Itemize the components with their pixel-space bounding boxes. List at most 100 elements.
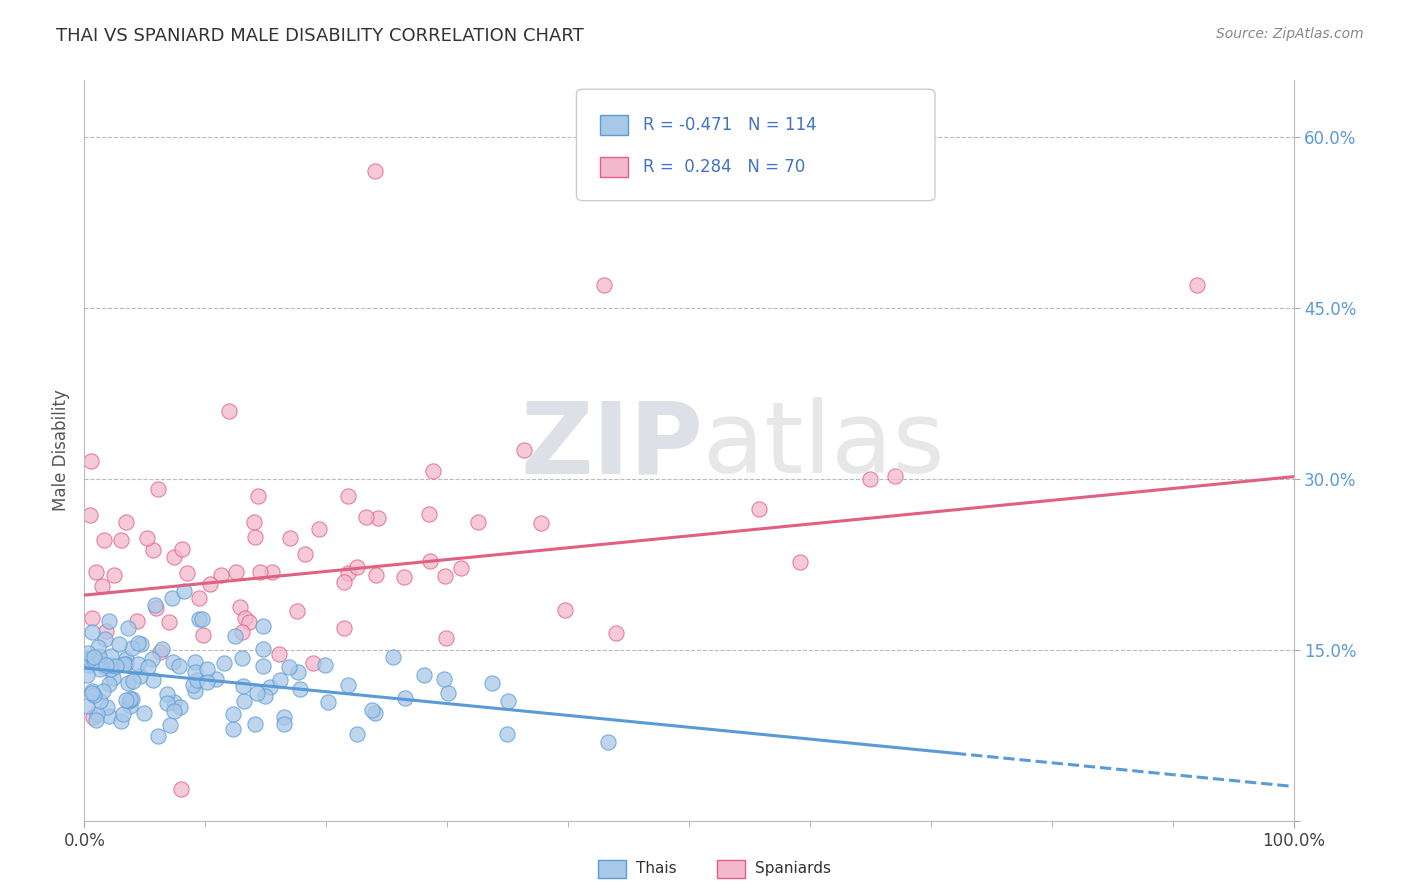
Point	[89, 649, 111, 664]
Point	[77, 658, 100, 673]
Point	[76, 699, 98, 714]
Point	[450, 560, 472, 574]
Point	[91, 684, 114, 698]
Point	[86, 706, 108, 721]
Point	[82, 625, 104, 640]
Point	[100, 657, 122, 672]
Point	[253, 689, 276, 703]
Point	[243, 717, 266, 731]
Point	[363, 164, 385, 178]
Point	[287, 665, 309, 680]
Point	[159, 717, 181, 731]
Point	[121, 640, 143, 655]
Point	[76, 668, 98, 682]
Point	[883, 469, 905, 483]
Point	[209, 567, 232, 582]
Point	[748, 501, 770, 516]
Point	[118, 692, 141, 706]
Text: atlas: atlas	[703, 398, 945, 494]
Point	[308, 522, 330, 536]
Point	[231, 651, 253, 665]
Point	[143, 598, 166, 612]
Point	[554, 602, 576, 616]
Point	[170, 781, 193, 796]
Point	[243, 530, 266, 544]
Point	[136, 531, 159, 545]
Point	[111, 706, 134, 721]
Point	[238, 615, 260, 630]
Point	[294, 547, 316, 561]
Point	[167, 659, 190, 673]
Point	[316, 695, 339, 709]
Point	[146, 482, 169, 496]
Point	[150, 642, 173, 657]
Point	[337, 678, 360, 692]
Point	[163, 704, 186, 718]
Point	[76, 652, 98, 666]
Point	[82, 709, 104, 723]
Text: R =  0.284   N = 70: R = 0.284 N = 70	[643, 158, 804, 176]
Point	[187, 612, 209, 626]
Point	[267, 647, 290, 661]
Point	[96, 700, 118, 714]
Point	[204, 672, 226, 686]
Point	[495, 727, 517, 741]
Point	[593, 278, 616, 293]
Point	[122, 673, 145, 688]
Point	[262, 566, 284, 580]
Point	[83, 652, 105, 666]
Point	[100, 662, 122, 676]
Point	[118, 694, 141, 708]
Point	[229, 600, 252, 615]
Point	[1185, 278, 1208, 293]
Point	[394, 570, 416, 584]
Point	[169, 699, 191, 714]
Point	[198, 577, 221, 591]
Point	[181, 678, 204, 692]
Point	[394, 690, 416, 705]
Point	[242, 515, 264, 529]
Point	[222, 706, 245, 721]
Point	[77, 646, 100, 660]
Point	[364, 567, 387, 582]
Point	[277, 660, 299, 674]
Point	[301, 656, 323, 670]
Point	[80, 454, 103, 468]
Point	[183, 665, 205, 679]
Point	[195, 675, 218, 690]
Point	[231, 679, 253, 693]
Point	[128, 669, 150, 683]
Point	[419, 553, 441, 567]
Point	[156, 687, 179, 701]
Point	[163, 550, 186, 565]
Point	[605, 625, 627, 640]
Text: R = -0.471   N = 114: R = -0.471 N = 114	[643, 116, 815, 134]
Point	[127, 635, 149, 649]
Point	[156, 697, 179, 711]
Point	[346, 727, 368, 741]
Text: Thais: Thais	[636, 862, 676, 876]
Point	[184, 684, 207, 698]
Point	[94, 632, 117, 647]
Point	[121, 691, 143, 706]
Point	[333, 621, 356, 635]
Point	[100, 648, 122, 663]
Point	[187, 591, 209, 605]
Point	[84, 565, 107, 579]
Point	[149, 645, 172, 659]
Point	[859, 472, 882, 486]
Point	[145, 600, 167, 615]
Point	[117, 621, 139, 635]
Point	[110, 533, 132, 547]
Point	[434, 568, 457, 582]
Point	[598, 735, 620, 749]
Point	[118, 699, 141, 714]
Point	[273, 709, 295, 723]
Point	[433, 672, 456, 686]
Point	[97, 677, 120, 691]
Point	[87, 640, 110, 654]
Point	[195, 662, 218, 676]
Point	[512, 442, 534, 457]
Point	[142, 543, 165, 558]
Point	[246, 489, 269, 503]
